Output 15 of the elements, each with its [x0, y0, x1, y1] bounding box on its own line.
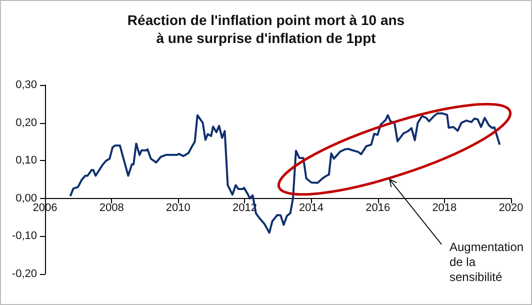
y-tick-label: 0,20 [16, 116, 37, 129]
y-tick-label: 0,00 [16, 192, 37, 204]
x-tick-label: 2008 [99, 202, 124, 214]
y-tick-label: -0,10 [12, 230, 37, 242]
annotation: Augmentation de la sensibilité [450, 240, 524, 286]
chart-title: Réaction de l'inflation point mort à 10 ans à une surprise d'inflation de 1ppt [127, 12, 405, 46]
y-tick-label: -0,20 [12, 268, 37, 280]
y-tick-label: 0,10 [16, 154, 37, 167]
line-series [69, 112, 501, 234]
x-tick-label: 2018 [432, 202, 457, 214]
x-tick-label: 2010 [166, 202, 190, 214]
x-tick-label: 2016 [366, 202, 390, 214]
y-tick-label: 0,30 [16, 79, 37, 91]
x-tick-label: 2014 [299, 202, 324, 214]
x-tick-label: 2020 [498, 202, 524, 214]
